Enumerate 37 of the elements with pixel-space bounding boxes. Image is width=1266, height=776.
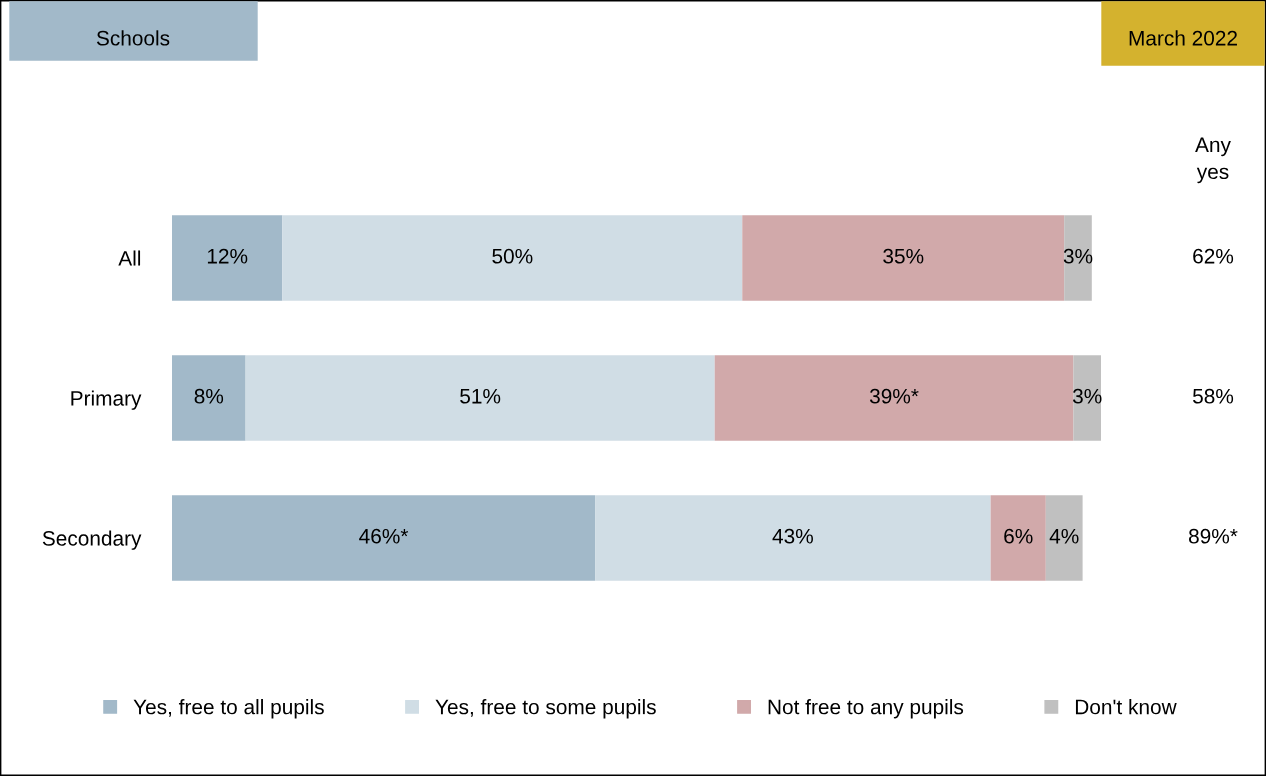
y-tick-label: All [118, 250, 141, 266]
text: Any yes [1195, 137, 1231, 184]
data-label: 4% [1049, 528, 1079, 544]
data-label: 46%* [359, 528, 409, 544]
bar [990, 495, 1046, 581]
data-label: 12% [207, 248, 248, 264]
text: March 2022 [1129, 30, 1237, 46]
bar [172, 355, 246, 441]
legend-label: Yes, free to all pupils [133, 699, 324, 719]
bar [1064, 215, 1092, 301]
data-label: 51% [460, 388, 501, 404]
data-label: 6% [1004, 528, 1033, 544]
data-label: 3% [1072, 388, 1102, 404]
legend-label: Not free to any pupils [768, 699, 964, 719]
bar [282, 215, 743, 301]
bar [714, 355, 1074, 441]
bar [1045, 495, 1083, 581]
chart-title: Schools [96, 30, 170, 46]
text: 62% [1193, 248, 1234, 264]
y-tick-label: Secondary [42, 530, 142, 550]
bar [595, 495, 991, 581]
text: 89%* [1189, 528, 1238, 544]
bar [172, 495, 596, 581]
legend-label: Yes, free to some pupils [435, 699, 656, 719]
data-label: 39%* [869, 388, 919, 404]
data-label: 50% [492, 248, 533, 264]
data-label: 3% [1063, 248, 1093, 264]
bar [245, 355, 715, 441]
y-tick-label: Primary [71, 390, 142, 410]
data-label: 8% [194, 388, 224, 404]
data-label: 35% [883, 248, 924, 264]
bar [742, 215, 1065, 301]
bar [1073, 355, 1101, 441]
text: 58% [1192, 388, 1234, 404]
data-label: 43% [772, 528, 813, 544]
legend-label: Don't know [1075, 699, 1177, 715]
bar [172, 215, 283, 301]
